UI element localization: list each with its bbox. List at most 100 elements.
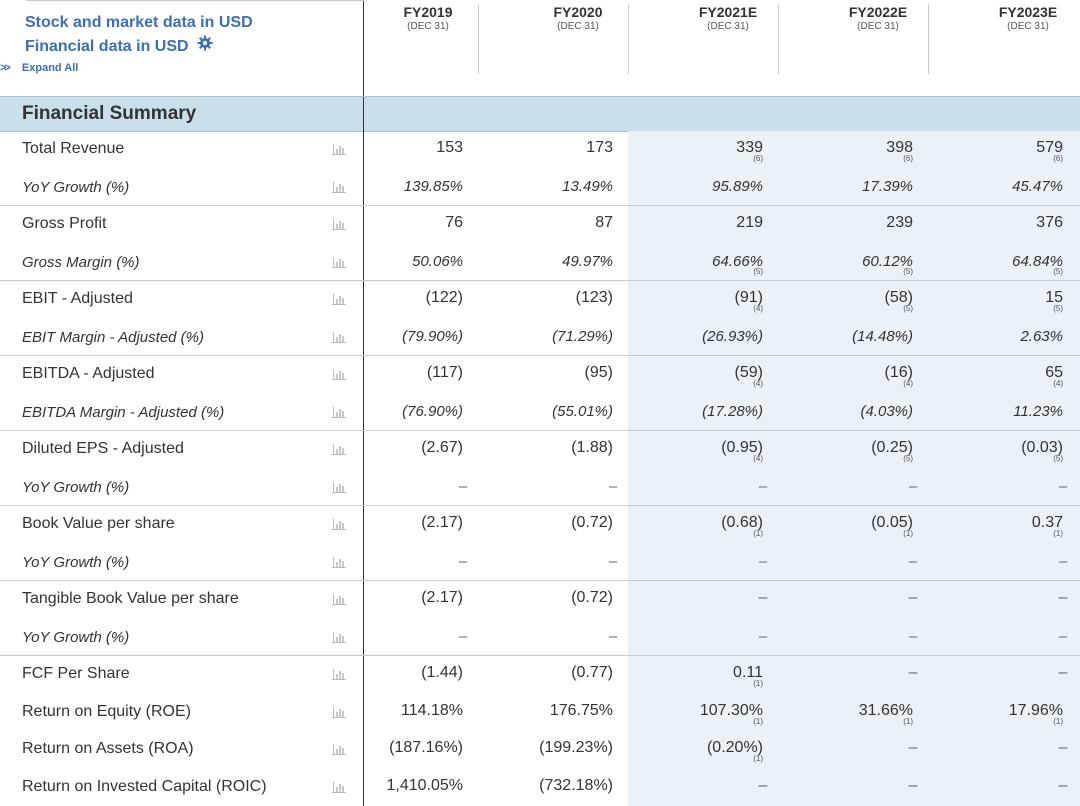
cell-value: 76 — [445, 214, 463, 231]
estimate-count: (6) — [613, 156, 763, 162]
cell-value: (55.01%) — [552, 403, 613, 420]
data-cell: 95.89% — [613, 178, 763, 195]
data-cell: 13.49% — [463, 178, 613, 195]
data-cell: (0.03)(5) — [913, 439, 1063, 462]
cell-value: (2.17) — [421, 589, 463, 606]
section-title: Financial Summary — [22, 103, 196, 125]
cell-value: (0.72) — [571, 589, 613, 606]
row-label: YoY Growth (%) — [22, 629, 129, 646]
cell-value: – — [909, 478, 917, 495]
cell-value: 95.89% — [712, 178, 763, 195]
table-header: Stock and market data in USD Financial d… — [0, 0, 1080, 96]
fiscal-year: FY2021E — [653, 4, 803, 20]
bar-chart-icon[interactable] — [332, 631, 346, 643]
financial-currency-link[interactable]: Financial data in USD — [25, 38, 189, 56]
estimate-count: (1) — [763, 531, 913, 537]
estimate-count: (1) — [913, 719, 1063, 725]
data-cell: – — [753, 478, 773, 495]
cell-value: (732.18%) — [539, 777, 613, 794]
data-cell: 219 — [613, 214, 763, 232]
data-cell: 11.23% — [913, 403, 1063, 420]
estimate-count: (6) — [763, 156, 913, 162]
estimate-count: (1) — [613, 756, 763, 762]
data-cell: (55.01%) — [463, 403, 613, 420]
data-cell: – — [753, 553, 773, 570]
cell-value: 45.47% — [1012, 178, 1063, 195]
cell-value: 239 — [886, 214, 913, 231]
data-cell: 114.18% — [313, 702, 463, 720]
data-cell: (2.17) — [313, 589, 463, 607]
data-cell: (4.03%) — [763, 403, 913, 420]
data-cell: 176.75% — [463, 702, 613, 720]
data-cell: (76.90%) — [313, 403, 463, 420]
cell-value: 173 — [586, 139, 613, 156]
data-cell: 64.84%(5) — [913, 253, 1063, 275]
cell-value: 176.75% — [550, 702, 613, 719]
data-cell: (58)(5) — [763, 289, 913, 312]
table-row: YoY Growth (%)––––– — [0, 469, 1080, 507]
cell-value: – — [909, 628, 917, 645]
data-cell: 339(6) — [613, 139, 763, 162]
bar-chart-icon[interactable] — [332, 556, 346, 568]
data-cell: 239 — [763, 214, 913, 232]
data-cell: – — [1053, 664, 1073, 682]
data-cell: (16)(4) — [763, 364, 913, 387]
cell-value: 153 — [436, 139, 463, 156]
data-cell: – — [1053, 478, 1073, 495]
stock-currency-link[interactable]: Stock and market data in USD — [25, 14, 253, 32]
table-row: Book Value per share(2.17)(0.72)(0.68)(1… — [0, 506, 1080, 544]
data-cell: (0.68)(1) — [613, 514, 763, 537]
data-cell: (1.88) — [463, 439, 613, 457]
cell-value: – — [1059, 589, 1068, 606]
data-cell: (0.72) — [463, 514, 613, 532]
fiscal-year: FY2019 — [353, 4, 503, 20]
table-row: EBIT - Adjusted(122)(123)(91)(4)(58)(5)1… — [0, 281, 1080, 319]
data-cell: 76 — [313, 214, 463, 232]
cell-value: – — [1059, 777, 1068, 794]
cell-value: – — [609, 478, 617, 495]
data-cell: (2.17) — [313, 514, 463, 532]
expand-all-button[interactable]: >> Expand All — [0, 62, 78, 74]
expand-all-label: Expand All — [22, 62, 78, 74]
estimate-count: (1) — [613, 681, 763, 687]
bar-chart-icon[interactable] — [332, 481, 346, 493]
cell-value: (1.88) — [571, 439, 613, 456]
cell-value: 17.39% — [862, 178, 913, 195]
data-cell: 65(4) — [913, 364, 1063, 387]
data-cell: – — [903, 553, 923, 570]
cell-value: (79.90%) — [402, 328, 463, 345]
cell-value: – — [909, 664, 918, 681]
estimate-count: (4) — [613, 456, 763, 462]
row-label: Return on Equity (ROE) — [22, 703, 191, 721]
data-cell: – — [903, 739, 923, 757]
data-cell: 31.66%(1) — [763, 702, 913, 725]
cell-value: 87 — [595, 214, 613, 231]
gear-icon[interactable] — [197, 35, 213, 51]
data-cell: 64.66%(5) — [613, 253, 763, 275]
cell-value: (26.93%) — [702, 328, 763, 345]
data-cell: 579(6) — [913, 139, 1063, 162]
data-cell: 17.96%(1) — [913, 702, 1063, 725]
data-cell: (1.44) — [313, 664, 463, 682]
table-row: EBIT Margin - Adjusted (%)(79.90%)(71.29… — [0, 319, 1080, 357]
period-header-1: FY2020(DEC 31) — [503, 4, 653, 32]
table-row: Return on Assets (ROA)(187.16%)(199.23%)… — [0, 731, 1080, 769]
estimate-count: (1) — [613, 531, 763, 537]
data-cell: – — [903, 777, 923, 795]
cell-value: (187.16%) — [389, 739, 463, 756]
data-cell: – — [1053, 589, 1073, 607]
row-label: Gross Margin (%) — [22, 254, 140, 271]
data-cell: – — [1053, 628, 1073, 645]
period-header-2: FY2021E(DEC 31) — [653, 4, 803, 32]
period-end: (DEC 31) — [503, 21, 653, 32]
cell-value: (95) — [585, 364, 613, 381]
data-cell: – — [603, 478, 623, 495]
data-cell: – — [603, 553, 623, 570]
data-cell: 139.85% — [313, 178, 463, 195]
cell-value: (4.03%) — [860, 403, 913, 420]
cell-value: 49.97% — [562, 253, 613, 270]
row-label: EBIT Margin - Adjusted (%) — [22, 329, 204, 346]
cell-value: 139.85% — [404, 178, 463, 195]
data-cell: (187.16%) — [313, 739, 463, 757]
